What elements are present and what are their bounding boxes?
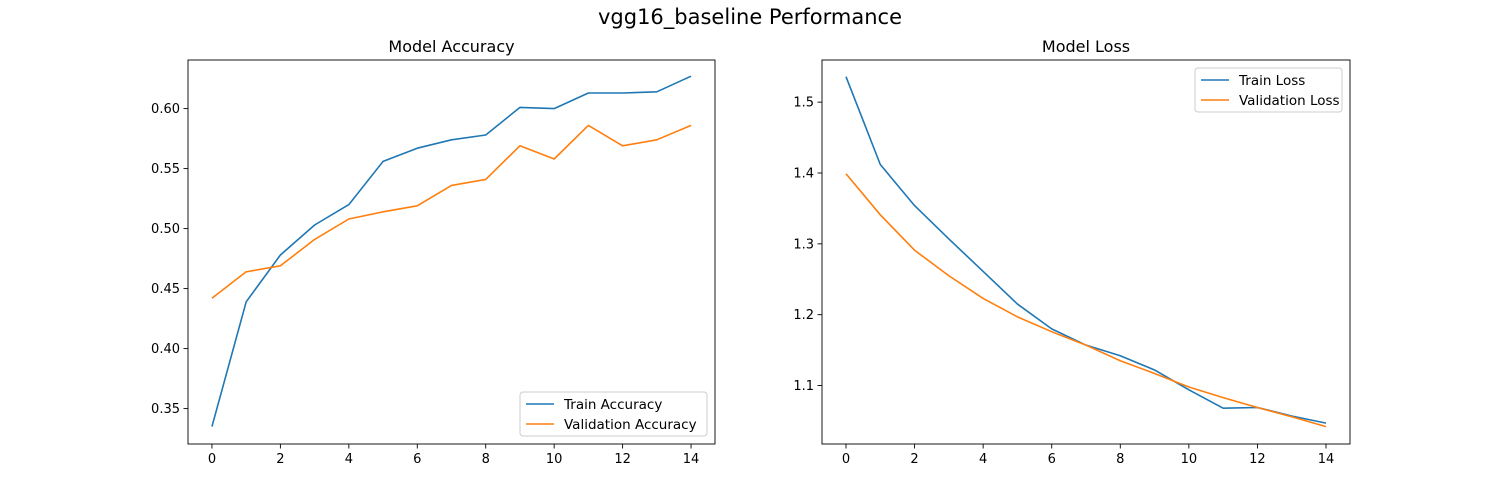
loss-chart-title: Model Loss xyxy=(1042,37,1130,56)
loss-x-tick-label: 0 xyxy=(842,452,850,467)
accuracy-x-tick-label: 2 xyxy=(276,452,284,467)
loss-x-tick-label: 8 xyxy=(1116,452,1124,467)
accuracy-x-tick-label: 0 xyxy=(208,452,216,467)
loss-y-tick-label: 1.3 xyxy=(793,237,814,252)
accuracy-legend-box xyxy=(519,391,708,437)
loss-x-tick-label: 2 xyxy=(910,452,918,467)
accuracy-series-line-0 xyxy=(211,75,692,427)
accuracy-x-tick-label: 14 xyxy=(683,452,700,467)
accuracy-y-tick-label: 0.60 xyxy=(151,102,180,117)
loss-y-tick-label: 1.4 xyxy=(793,167,814,182)
accuracy-legend: Train Accuracy Validation Accuracy xyxy=(519,391,708,437)
accuracy-x-tick-label: 6 xyxy=(413,452,421,467)
loss-chart: Model Loss 0 2 4 6 8 10 12 14 1.1 1.2 1.3 1.4 1.5 Trai… xyxy=(793,37,1351,467)
accuracy-y-tick-label: 0.35 xyxy=(151,402,180,417)
accuracy-series-line-1 xyxy=(211,124,692,299)
accuracy-legend-label-1: Validation Accuracy xyxy=(564,417,697,433)
loss-legend: Train Loss Validation Loss xyxy=(1194,67,1343,113)
loss-x-tick-label: 10 xyxy=(1181,452,1198,467)
accuracy-chart: Model Accuracy 0 2 4 6 8 10 12 14 0.35 0.40 0.45 0.5… xyxy=(151,37,716,467)
accuracy-y-tick-label: 0.40 xyxy=(151,342,180,357)
loss-x-tick-label: 4 xyxy=(979,452,987,467)
accuracy-x-tick-label: 4 xyxy=(345,452,353,467)
loss-legend-box xyxy=(1194,67,1343,113)
loss-y-tick-label: 1.1 xyxy=(793,379,814,394)
accuracy-x-tick-label: 8 xyxy=(482,452,490,467)
loss-y-tick-label: 1.5 xyxy=(793,96,814,111)
accuracy-y-tick-label: 0.45 xyxy=(151,282,180,297)
loss-x-tick-label: 14 xyxy=(1318,452,1335,467)
accuracy-axes-frame xyxy=(187,59,716,445)
loss-y-tick-label: 1.2 xyxy=(793,308,814,323)
accuracy-x-tick-label: 12 xyxy=(614,452,631,467)
loss-axes-frame xyxy=(821,59,1351,445)
loss-series-line-1 xyxy=(845,173,1327,428)
accuracy-chart-title: Model Accuracy xyxy=(388,37,514,56)
loss-x-tick-label: 6 xyxy=(1048,452,1056,467)
loss-legend-label-1: Validation Loss xyxy=(1239,93,1340,109)
figure-title: vgg16_baseline Performance xyxy=(597,5,903,29)
accuracy-y-tick-label: 0.55 xyxy=(151,162,180,177)
loss-x-tick-label: 12 xyxy=(1249,452,1266,467)
loss-legend-label-0: Train Loss xyxy=(1238,73,1305,89)
accuracy-y-tick-label: 0.50 xyxy=(151,222,180,237)
accuracy-x-tick-label: 10 xyxy=(546,452,563,467)
loss-series-line-0 xyxy=(845,76,1327,424)
accuracy-legend-label-0: Train Accuracy xyxy=(563,397,662,413)
